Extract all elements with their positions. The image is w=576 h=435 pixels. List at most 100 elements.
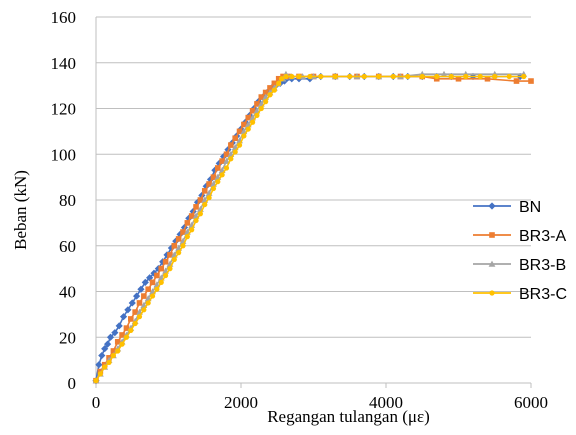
- series-br3-c: [93, 73, 527, 384]
- series-line: [95, 75, 524, 382]
- series-br3-b: [92, 70, 528, 384]
- data-point: [215, 165, 221, 171]
- data-point: [145, 286, 151, 293]
- legend-label: BN: [519, 199, 541, 216]
- data-point: [137, 285, 145, 293]
- data-point: [440, 70, 448, 77]
- x-tick-label: 6000: [514, 393, 548, 412]
- data-point: [149, 279, 156, 286]
- data-point: [267, 85, 273, 91]
- data-point: [376, 73, 382, 80]
- data-point: [184, 220, 191, 226]
- data-point: [110, 348, 117, 354]
- data-point: [115, 322, 123, 330]
- legend-item: BR3-A: [473, 228, 566, 245]
- data-point: [289, 73, 295, 80]
- legend-marker: [488, 260, 496, 267]
- data-point: [119, 341, 125, 347]
- data-point: [332, 73, 338, 80]
- data-point: [219, 158, 225, 164]
- data-point: [405, 73, 411, 80]
- y-tick-label: 60: [59, 237, 76, 256]
- data-point: [119, 313, 128, 321]
- legend-label: BR3-B: [519, 257, 566, 274]
- data-point: [95, 361, 103, 369]
- data-point: [236, 128, 243, 135]
- x-axis-label: Regangan tulangan (με): [267, 407, 430, 426]
- data-point: [158, 265, 165, 272]
- data-point: [455, 75, 462, 82]
- data-point: [223, 165, 230, 171]
- data-point: [146, 274, 154, 282]
- legend: BN BR3-A BR3-B BR3-C: [473, 199, 567, 303]
- data-point: [176, 250, 182, 256]
- data-point: [110, 352, 116, 359]
- data-point: [307, 73, 313, 80]
- data-point: [93, 378, 99, 384]
- data-point: [171, 256, 177, 263]
- data-point: [419, 73, 425, 80]
- data-point: [136, 314, 143, 320]
- data-point: [163, 272, 169, 279]
- data-point: [97, 371, 103, 377]
- y-tick-label: 140: [51, 54, 77, 73]
- data-point: [206, 195, 212, 201]
- legend-label: BR3-A: [519, 228, 566, 245]
- data-point: [162, 258, 169, 265]
- data-point: [141, 307, 147, 313]
- data-point: [477, 73, 483, 80]
- data-point: [133, 292, 141, 300]
- series-line: [95, 75, 531, 382]
- legend-item: BN: [473, 199, 541, 216]
- legend-marker: [489, 232, 495, 238]
- legend-item: BR3-B: [473, 257, 566, 274]
- data-point: [132, 320, 138, 327]
- data-point: [136, 300, 143, 306]
- data-point: [249, 107, 256, 114]
- data-point: [250, 119, 256, 125]
- data-point: [228, 156, 234, 162]
- data-point: [283, 73, 289, 80]
- data-point: [347, 73, 353, 80]
- data-point: [528, 78, 534, 84]
- data-point: [463, 73, 469, 80]
- x-tick-label: 0: [92, 393, 101, 412]
- x-tick-label: 4000: [369, 393, 403, 412]
- y-tick-label: 40: [59, 283, 76, 302]
- data-point: [115, 348, 121, 354]
- data-point: [106, 359, 112, 366]
- data-point: [232, 135, 238, 142]
- data-point: [104, 340, 112, 348]
- y-tick-label: 120: [51, 100, 77, 119]
- legend-marker: [488, 202, 496, 210]
- data-point: [201, 188, 208, 194]
- data-point: [149, 293, 156, 299]
- data-point: [188, 213, 195, 219]
- data-point: [197, 197, 204, 203]
- data-point: [123, 325, 130, 331]
- data-point: [296, 73, 302, 80]
- data-point: [141, 293, 147, 299]
- data-point: [506, 73, 512, 80]
- data-point: [98, 351, 106, 360]
- data-point: [258, 94, 265, 100]
- data-point: [223, 157, 230, 164]
- series-line: [95, 73, 524, 382]
- data-point: [241, 133, 247, 139]
- data-point: [123, 334, 130, 340]
- data-point: [202, 201, 208, 208]
- data-point: [223, 151, 230, 158]
- data-point: [197, 211, 203, 217]
- axes: 0 20 40 60 80 100 120 140 160 0 2000 4000 6000: [51, 8, 549, 412]
- data-point: [189, 227, 195, 233]
- y-tick-label: 0: [68, 374, 77, 393]
- data-point: [145, 300, 151, 306]
- data-point: [241, 121, 247, 128]
- data-point: [158, 279, 164, 285]
- data-point: [361, 73, 367, 80]
- data-point: [124, 306, 132, 314]
- data-point: [154, 272, 160, 279]
- legend-item: BR3-C: [473, 286, 567, 303]
